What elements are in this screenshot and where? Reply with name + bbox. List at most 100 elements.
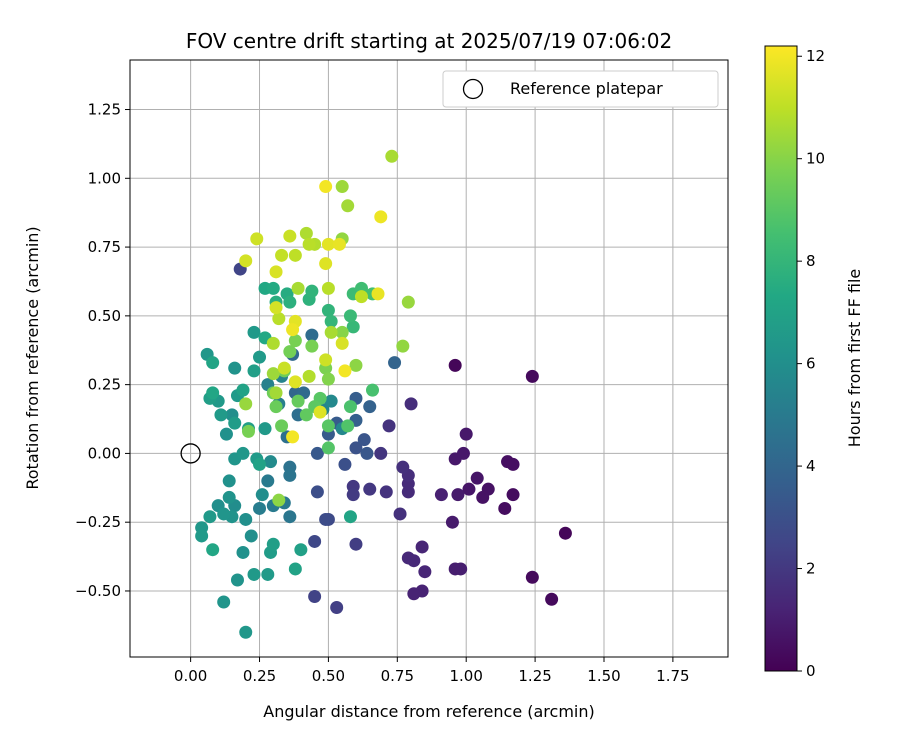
data-point: [321, 441, 335, 455]
reference-marker: [180, 443, 201, 464]
data-point: [283, 229, 297, 243]
data-point: [275, 248, 289, 262]
data-point: [302, 237, 316, 251]
colorbar: 0 2 4 6 8 10 12 Hours from first FF file: [764, 45, 864, 680]
data-point: [525, 570, 539, 584]
data-point: [236, 446, 250, 460]
data-point: [343, 400, 357, 414]
y-tick-label: 0.50: [88, 307, 121, 325]
data-point: [288, 334, 302, 348]
data-point: [506, 488, 520, 502]
data-point: [291, 281, 305, 295]
data-point: [374, 446, 388, 460]
data-point: [374, 210, 388, 224]
data-point: [321, 237, 335, 251]
data-point: [294, 543, 308, 557]
data-point: [269, 400, 283, 414]
data-point: [236, 383, 250, 397]
data-point: [222, 490, 236, 504]
data-point: [407, 554, 421, 568]
data-point: [195, 529, 209, 543]
colorbar-tick-label: 8: [806, 252, 816, 270]
legend: Reference platepar: [442, 70, 719, 108]
data-point: [349, 441, 363, 455]
plot-frame: [129, 59, 729, 658]
colorbar-tick-label: 0: [806, 662, 816, 680]
data-point: [239, 254, 253, 268]
data-point: [415, 540, 429, 554]
data-point: [230, 573, 244, 587]
data-point: [335, 325, 349, 339]
data-point: [253, 457, 267, 471]
data-point: [338, 364, 352, 378]
x-tick-label: 0.25: [243, 667, 276, 685]
data-point: [379, 485, 393, 499]
legend-reference-marker: [462, 78, 484, 100]
data-point: [470, 471, 484, 485]
colorbar-tick-label: 6: [806, 355, 816, 373]
x-axis-label: Angular distance from reference (arcmin): [263, 702, 594, 721]
data-point: [324, 325, 338, 339]
data-point: [343, 309, 357, 323]
data-point: [321, 419, 335, 433]
data-point: [239, 512, 253, 526]
data-point: [385, 149, 399, 163]
data-point: [310, 485, 324, 499]
y-tick-label: 0.75: [88, 238, 121, 256]
data-point: [239, 397, 253, 411]
data-point: [269, 301, 283, 315]
data-point: [343, 510, 357, 524]
data-point: [203, 510, 217, 524]
reference-platepar-marker: [180, 443, 201, 464]
data-point: [335, 336, 349, 350]
data-point: [448, 358, 462, 372]
data-point: [448, 452, 462, 466]
data-point: [283, 345, 297, 359]
data-point: [366, 383, 380, 397]
data-point: [241, 424, 255, 438]
data-point: [321, 372, 335, 386]
data-point: [332, 237, 346, 251]
data-point: [454, 562, 468, 576]
data-point: [434, 488, 448, 502]
data-point: [330, 600, 344, 614]
x-tick-label: 1.00: [449, 667, 482, 685]
data-point: [206, 543, 220, 557]
x-tick-label: 0.75: [381, 667, 414, 685]
data-point: [341, 199, 355, 213]
data-point: [283, 468, 297, 482]
data-point: [506, 457, 520, 471]
data-point: [319, 257, 333, 271]
data-point: [255, 488, 269, 502]
data-point: [324, 314, 338, 328]
data-point: [462, 482, 476, 496]
data-points: [195, 149, 572, 639]
data-point: [272, 312, 286, 326]
data-point: [346, 320, 360, 334]
data-point: [217, 595, 231, 609]
data-point: [291, 394, 305, 408]
legend-entry-reference: Reference platepar: [510, 79, 663, 98]
data-point: [451, 488, 465, 502]
data-point: [283, 295, 297, 309]
data-point: [321, 303, 335, 317]
colorbar-label: Hours from first FF file: [845, 269, 864, 448]
grid: [130, 60, 728, 657]
data-point: [371, 287, 385, 301]
data-point: [286, 430, 300, 444]
data-point: [305, 339, 319, 353]
data-point: [346, 488, 360, 502]
data-point: [357, 433, 371, 447]
data-point: [388, 356, 402, 370]
data-point: [258, 422, 272, 436]
data-point: [310, 446, 324, 460]
x-tick-label: 1.75: [656, 667, 689, 685]
x-tick-label: 1.25: [518, 667, 551, 685]
data-point: [266, 367, 280, 381]
data-point: [266, 281, 280, 295]
data-point: [250, 232, 264, 246]
data-point: [228, 416, 242, 430]
data-point: [545, 592, 559, 606]
data-point: [253, 501, 267, 515]
data-point: [319, 353, 333, 367]
